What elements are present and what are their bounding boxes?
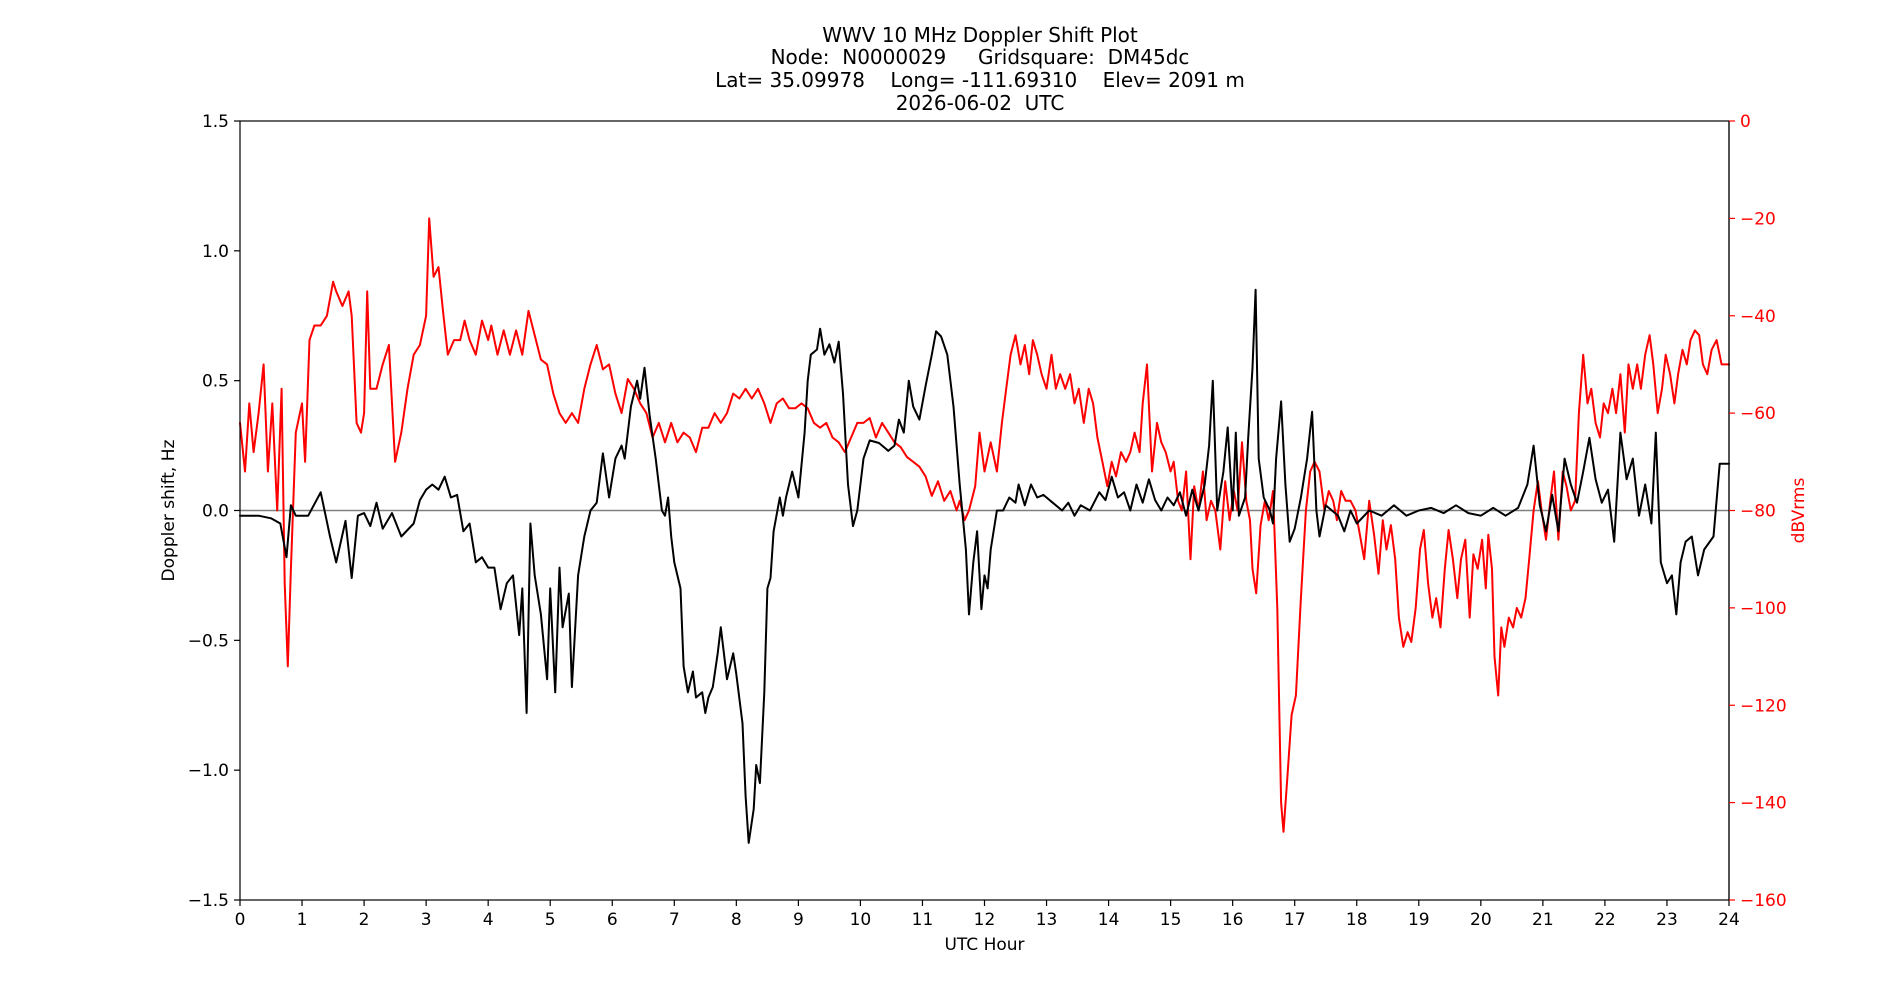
right-tick-label: −20 bbox=[1740, 209, 1776, 229]
left-tick-label: −1.0 bbox=[188, 761, 229, 781]
right-tick-label: −40 bbox=[1740, 307, 1776, 327]
right-tick-label: −60 bbox=[1740, 404, 1776, 424]
x-tick-label: 21 bbox=[1532, 910, 1554, 930]
power-series bbox=[239, 217, 1730, 833]
x-tick-label: 2 bbox=[359, 910, 370, 930]
x-tick-label: 4 bbox=[483, 910, 494, 930]
right-tick-label: −80 bbox=[1740, 502, 1776, 522]
x-tick-label: 15 bbox=[1160, 910, 1182, 930]
right-tick-label: −120 bbox=[1740, 696, 1787, 716]
x-tick-label: 24 bbox=[1718, 910, 1740, 930]
left-y-axis-label: Doppler shift, Hz bbox=[159, 439, 179, 581]
x-tick-label: 8 bbox=[731, 910, 742, 930]
left-tick-label: 0.5 bbox=[202, 372, 229, 392]
left-tick-label: −0.5 bbox=[188, 631, 229, 651]
x-tick-label: 18 bbox=[1346, 910, 1368, 930]
x-tick-label: 22 bbox=[1594, 910, 1616, 930]
title-line-2: Node: N0000029 Gridsquare: DM45dc bbox=[771, 45, 1190, 69]
x-tick-label: 19 bbox=[1408, 910, 1430, 930]
left-tick-label: 1.5 bbox=[202, 112, 229, 132]
x-tick-label: 17 bbox=[1284, 910, 1306, 930]
title-line-3: Lat= 35.09978 Long= -111.69310 Elev= 209… bbox=[715, 68, 1245, 92]
left-axis-ticks: 1.5 1.0 0.5 0.0 −0.5 −1.0 −1.5 bbox=[188, 112, 240, 911]
x-tick-label: 12 bbox=[974, 910, 996, 930]
left-tick-label: 0.0 bbox=[202, 502, 229, 522]
x-tick-label: 5 bbox=[545, 910, 556, 930]
right-tick-label: −160 bbox=[1740, 891, 1787, 911]
title-line-1: WWV 10 MHz Doppler Shift Plot bbox=[822, 23, 1138, 47]
x-tick-label: 14 bbox=[1098, 910, 1120, 930]
x-tick-label: 11 bbox=[912, 910, 934, 930]
right-y-axis-label: dBVrms bbox=[1789, 478, 1809, 544]
chart-title: WWV 10 MHz Doppler Shift Plot Node: N000… bbox=[715, 23, 1245, 115]
right-tick-label: −100 bbox=[1740, 599, 1787, 619]
title-line-4: 2026-06-02 UTC bbox=[896, 91, 1065, 115]
left-tick-label: 1.0 bbox=[202, 242, 229, 262]
x-axis-ticks: 0 1 2 3 4 5 6 7 8 9 10 11 12 13 14 15 16 17 18 19 20 21 22 23 24 bbox=[235, 900, 1740, 930]
x-tick-label: 9 bbox=[793, 910, 804, 930]
right-tick-label: 0 bbox=[1740, 112, 1751, 132]
x-tick-label: 10 bbox=[850, 910, 872, 930]
right-axis-ticks: 0 −20 −40 −60 −80 −100 −120 −140 −160 bbox=[1729, 112, 1787, 911]
x-tick-label: 13 bbox=[1036, 910, 1058, 930]
right-tick-label: −140 bbox=[1740, 794, 1787, 814]
x-axis-label: UTC Hour bbox=[944, 935, 1024, 955]
signal-power-line bbox=[239, 217, 1730, 833]
x-tick-label: 0 bbox=[235, 910, 246, 930]
x-tick-label: 7 bbox=[669, 910, 680, 930]
x-tick-label: 20 bbox=[1470, 910, 1492, 930]
x-tick-label: 3 bbox=[421, 910, 432, 930]
doppler-series bbox=[239, 288, 1730, 844]
left-tick-label: −1.5 bbox=[188, 891, 229, 911]
x-tick-label: 1 bbox=[297, 910, 308, 930]
x-tick-label: 16 bbox=[1222, 910, 1244, 930]
x-tick-label: 23 bbox=[1656, 910, 1678, 930]
doppler-shift-line bbox=[239, 288, 1730, 844]
x-tick-label: 6 bbox=[607, 910, 618, 930]
